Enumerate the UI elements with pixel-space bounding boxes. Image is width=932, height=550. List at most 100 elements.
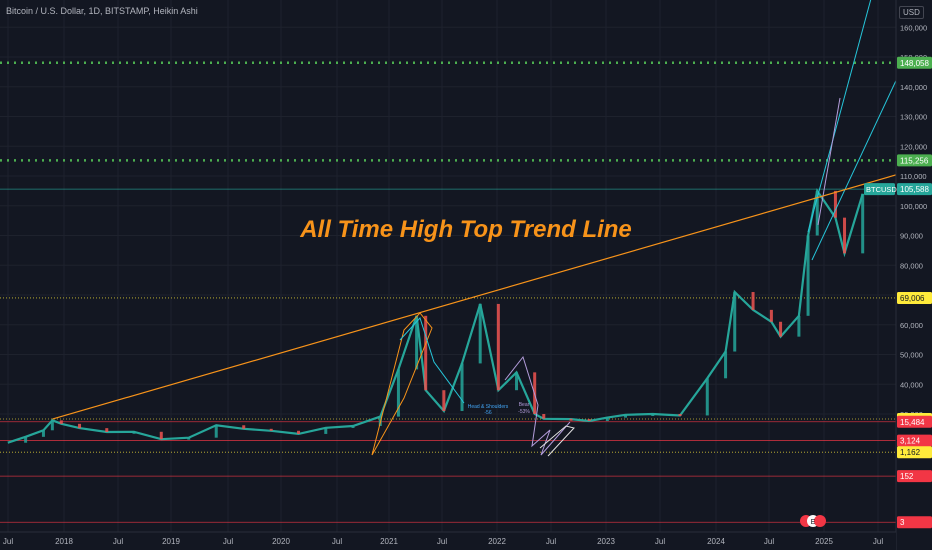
- time-tick-label: Jul: [873, 537, 883, 546]
- candle: [424, 315, 428, 391]
- candle: [861, 193, 865, 254]
- price-label-box: [897, 291, 932, 304]
- candle: [496, 303, 500, 391]
- svg-text:E: E: [811, 519, 816, 526]
- candle: [59, 420, 63, 424]
- event-badges-icon[interactable]: E: [799, 514, 835, 528]
- price-tick-label: 160,000: [900, 23, 927, 32]
- time-tick-label: 2022: [488, 537, 506, 546]
- price-axis[interactable]: [896, 0, 932, 550]
- candle: [478, 303, 482, 364]
- candle: [50, 420, 54, 431]
- candle: [415, 315, 419, 370]
- annotation-label: -53%: [518, 409, 530, 415]
- channel-line: [817, 97, 841, 226]
- price-tick-label: 90,000: [900, 232, 923, 241]
- price-tick-label: 40,000: [900, 380, 923, 389]
- pattern-lines: [399, 317, 465, 404]
- candle: [297, 430, 301, 434]
- candle: [833, 190, 837, 218]
- candle: [806, 235, 810, 316]
- price-label: 3,124: [900, 437, 921, 446]
- price-label: 15,484: [900, 418, 925, 427]
- candle: [515, 372, 519, 391]
- candle: [605, 417, 609, 422]
- time-tick-label: 2023: [597, 537, 615, 546]
- candle: [187, 437, 191, 440]
- candle: [751, 292, 755, 310]
- candle: [351, 426, 355, 429]
- candle: [797, 315, 801, 337]
- candle: [678, 414, 682, 416]
- time-tick-label: Jul: [546, 537, 556, 546]
- candle: [78, 423, 82, 429]
- pattern-lines: [504, 355, 571, 456]
- time-tick-label: 2021: [380, 537, 398, 546]
- candle: [159, 431, 163, 440]
- price-label: 69,006: [900, 294, 925, 303]
- candle: [624, 414, 628, 418]
- candle: [769, 309, 773, 322]
- time-tick-label: 2025: [815, 537, 833, 546]
- pattern-lines: [371, 312, 433, 456]
- price-label-box: [897, 446, 932, 459]
- time-tick-label: Jul: [655, 537, 665, 546]
- price-label: 152: [900, 472, 914, 481]
- annotation-label: Bear: [519, 402, 530, 408]
- pattern-lines: [539, 425, 575, 457]
- price-tick-label: 60,000: [900, 321, 923, 330]
- candle: [324, 427, 328, 434]
- symbol-tag-box: [864, 183, 895, 196]
- price-label-box: [897, 434, 932, 447]
- price-label-box: [897, 183, 932, 196]
- price-label-box: [897, 470, 932, 483]
- candle: [105, 428, 109, 432]
- candle: [705, 378, 709, 416]
- time-tick-label: Jul: [113, 537, 123, 546]
- time-tick-label: 2020: [272, 537, 290, 546]
- candle: [460, 363, 464, 412]
- time-tick-label: Jul: [223, 537, 233, 546]
- price-tick-label: 100,000: [900, 202, 927, 211]
- annotation-label: Head & Shoulders: [468, 404, 509, 410]
- price-label: 148,058: [900, 59, 929, 68]
- time-tick-label: Jul: [764, 537, 774, 546]
- chart-title: All Time High Top Trend Line: [299, 216, 632, 243]
- candle: [779, 321, 783, 337]
- price-tick-label: 80,000: [900, 261, 923, 270]
- price-series: [7, 188, 864, 444]
- time-tick-label: 2018: [55, 537, 73, 546]
- price-tick-label: 50,000: [900, 351, 923, 360]
- price-tick-label: 140,000: [900, 83, 927, 92]
- time-tick-label: Jul: [437, 537, 447, 546]
- chart-header: Bitcoin / U.S. Dollar, 1D, BITSTAMP, Hei…: [6, 6, 198, 16]
- price-label-box: [897, 415, 932, 428]
- price-label: 115,256: [900, 156, 929, 165]
- time-axis[interactable]: [0, 532, 896, 550]
- currency-button[interactable]: USD: [899, 6, 924, 19]
- candle: [442, 390, 446, 412]
- candle: [24, 436, 28, 443]
- candle: [815, 190, 819, 236]
- price-label-box: [897, 154, 932, 167]
- candle: [733, 292, 737, 352]
- candle: [242, 425, 246, 429]
- candle: [651, 414, 655, 416]
- price-label: 105,588: [900, 185, 929, 194]
- candle: [269, 428, 273, 431]
- candle: [396, 369, 400, 417]
- candle: [724, 351, 728, 379]
- price-label: 3: [900, 518, 905, 527]
- candle: [843, 217, 847, 254]
- symbol-tag: BTCUSD: [866, 185, 897, 194]
- time-tick-label: Jul: [332, 537, 342, 546]
- candle: [542, 414, 546, 419]
- time-tick-label: 2019: [162, 537, 180, 546]
- price-label-box: [897, 516, 932, 529]
- price-label-box: [897, 56, 932, 69]
- time-tick-label: Jul: [3, 537, 13, 546]
- candle: [41, 430, 45, 437]
- channel-line: [807, 0, 872, 233]
- price-tick-label: 110,000: [900, 172, 927, 181]
